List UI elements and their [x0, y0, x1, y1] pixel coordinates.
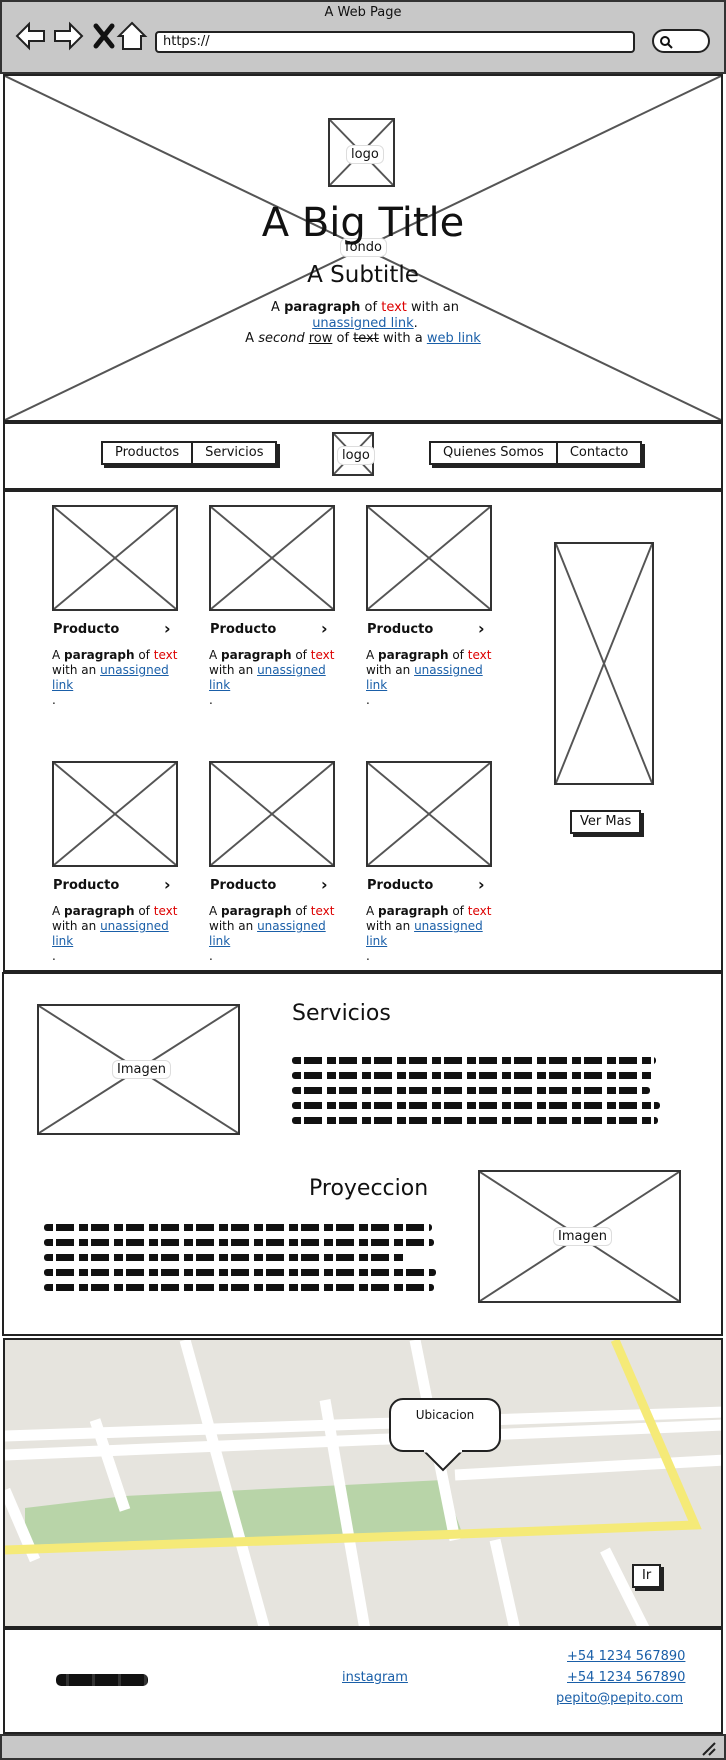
- product-unassigned-link[interactable]: unassigned link: [209, 919, 326, 948]
- forward-arrow-icon[interactable]: [52, 20, 84, 52]
- hero-paragraph-2: A second row of text with a web link: [245, 331, 481, 346]
- location-map[interactable]: Ubicacion Ir: [3, 1338, 723, 1628]
- product-description: A paragraph of text with an unassigned li…: [52, 904, 178, 963]
- product-title[interactable]: Producto: [210, 622, 277, 637]
- services-text-scribble: [292, 1057, 660, 1132]
- nav-button-servicios[interactable]: Servicios: [205, 445, 264, 460]
- ver-mas-button[interactable]: Ver Mas: [570, 810, 642, 834]
- projection-image-placeholder: Imagen: [478, 1170, 681, 1303]
- status-bar: [0, 1734, 726, 1760]
- product-description: A paragraph of text with an unassigned li…: [366, 648, 492, 707]
- search-box[interactable]: [652, 29, 710, 53]
- nav-button-productos[interactable]: Productos: [103, 443, 194, 463]
- footer-logo-scribble: [56, 1674, 148, 1686]
- footer-phone-1-link[interactable]: +54 1234 567890: [567, 1649, 686, 1664]
- window-title: A Web Page: [324, 5, 402, 20]
- map-callout-label: Ubicacion: [415, 1408, 475, 1422]
- chevron-right-icon[interactable]: ›: [478, 619, 485, 638]
- product-title[interactable]: Producto: [367, 878, 434, 893]
- resize-grip-icon[interactable]: [700, 1740, 716, 1756]
- product-unassigned-link[interactable]: unassigned link: [209, 663, 326, 692]
- product-image-placeholder: [52, 505, 178, 611]
- footer-email-link[interactable]: pepito@pepito.com: [556, 1691, 683, 1706]
- product-description: A paragraph of text with an unassigned li…: [366, 904, 492, 963]
- hero-web-link[interactable]: web link: [426, 331, 481, 346]
- product-title[interactable]: Producto: [53, 622, 120, 637]
- featured-image-placeholder: [554, 542, 654, 785]
- map-go-button[interactable]: Ir: [632, 1564, 662, 1588]
- hero-subtitle: A Subtitle: [307, 262, 419, 288]
- chevron-right-icon[interactable]: ›: [321, 619, 328, 638]
- hero-logo-label: logo: [346, 145, 384, 164]
- chevron-right-icon[interactable]: ›: [478, 875, 485, 894]
- nav-logo-label: logo: [337, 446, 375, 465]
- services-title: Servicios: [292, 1001, 391, 1026]
- nav-button-quienes-somos[interactable]: Quienes Somos: [431, 443, 558, 463]
- projection-image-label: Imagen: [553, 1227, 612, 1246]
- hero-title: A Big Title: [261, 200, 465, 246]
- product-image-placeholder: [52, 761, 178, 867]
- product-unassigned-link[interactable]: unassigned link: [366, 919, 483, 948]
- footer-phone-2-link[interactable]: +54 1234 567890: [567, 1670, 686, 1685]
- product-image-placeholder: [209, 505, 335, 611]
- product-image-placeholder: [209, 761, 335, 867]
- projection-text-scribble: [44, 1224, 436, 1299]
- home-icon[interactable]: [116, 20, 148, 52]
- product-unassigned-link[interactable]: unassigned link: [52, 919, 169, 948]
- nav-right-buttons: Quienes Somos Contacto: [429, 441, 643, 465]
- map-roads: [5, 1340, 721, 1626]
- nav-logo[interactable]: logo: [332, 432, 375, 476]
- services-image-label: Imagen: [112, 1060, 171, 1079]
- product-title[interactable]: Producto: [210, 878, 277, 893]
- search-icon: [660, 36, 673, 49]
- product-description: A paragraph of text with an unassigned li…: [52, 648, 178, 707]
- hero-logo: logo: [328, 118, 395, 187]
- product-title[interactable]: Producto: [53, 878, 120, 893]
- product-image-placeholder: [366, 761, 492, 867]
- chevron-right-icon[interactable]: ›: [321, 875, 328, 894]
- hero-background-label: fondo: [340, 238, 387, 257]
- nav-button-contacto[interactable]: Contacto: [569, 445, 629, 460]
- product-description: A paragraph of text with an unassigned li…: [209, 904, 335, 963]
- services-image-placeholder: Imagen: [37, 1004, 240, 1135]
- back-arrow-icon[interactable]: [15, 20, 47, 52]
- chevron-right-icon[interactable]: ›: [164, 619, 171, 638]
- chevron-right-icon[interactable]: ›: [164, 875, 171, 894]
- map-callout: Ubicacion: [389, 1398, 501, 1452]
- product-image-placeholder: [366, 505, 492, 611]
- map-callout-pointer: [423, 1450, 463, 1472]
- product-unassigned-link[interactable]: unassigned link: [52, 663, 169, 692]
- product-unassigned-link[interactable]: unassigned link: [366, 663, 483, 692]
- product-title[interactable]: Producto: [367, 622, 434, 637]
- hero-paragraph-1: A paragraph of text with an unassigned l…: [271, 300, 459, 331]
- projection-title: Proyeccion: [309, 1176, 429, 1201]
- footer-instagram-link[interactable]: instagram: [342, 1670, 408, 1685]
- product-description: A paragraph of text with an unassigned li…: [209, 648, 335, 707]
- nav-left-buttons: Productos Servicios: [101, 441, 278, 465]
- hero-unassigned-link[interactable]: unassigned link: [312, 316, 414, 331]
- stop-icon[interactable]: [88, 20, 120, 52]
- url-input[interactable]: https://: [155, 31, 635, 53]
